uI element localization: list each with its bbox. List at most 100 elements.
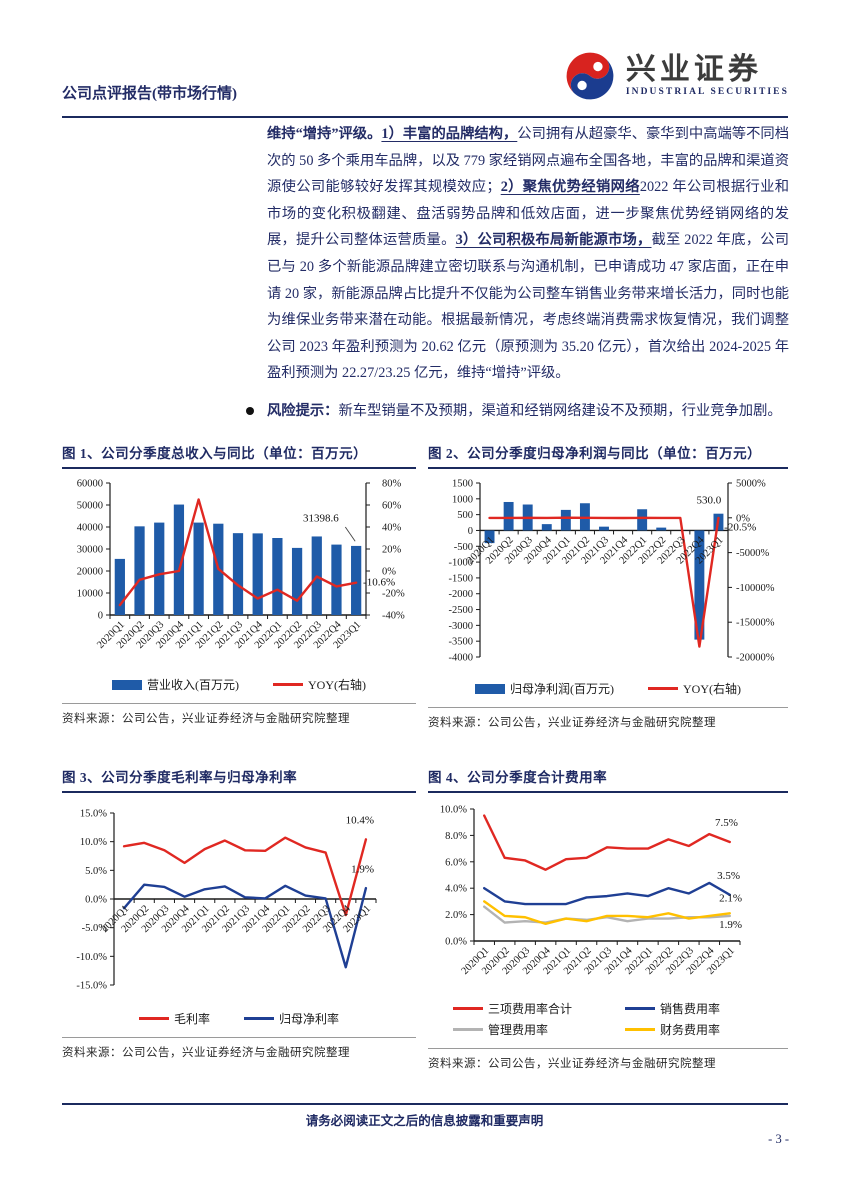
legend-swatch-icon	[453, 1028, 483, 1031]
svg-text:8.0%: 8.0%	[445, 831, 467, 842]
svg-text:0%: 0%	[382, 567, 396, 578]
text-segment: 2）聚焦优势经销网络	[500, 179, 640, 196]
svg-text:1500: 1500	[452, 479, 473, 490]
brand-name-cn: 兴业证券	[625, 53, 762, 86]
figure-3-legend: 毛利率 归母净利率	[62, 1010, 416, 1027]
svg-text:2.1%: 2.1%	[719, 892, 742, 904]
svg-text:5.0%: 5.0%	[85, 866, 107, 877]
svg-text:40%: 40%	[382, 523, 402, 534]
svg-text:2.0%: 2.0%	[445, 910, 467, 921]
legend-swatch-icon	[625, 1028, 655, 1031]
svg-text:60000: 60000	[77, 479, 103, 490]
svg-text:0.0%: 0.0%	[445, 937, 467, 948]
legend-swatch-icon	[453, 1007, 483, 1010]
svg-text:10000: 10000	[77, 589, 103, 600]
risk-warning-paragraph: 风险提示：新车型销量不及预期，渠道和经销网络建设不及预期，行业竞争加剧。	[267, 398, 782, 425]
svg-text:-20%: -20%	[382, 589, 405, 600]
figure-2: 图 2、公司分季度归母净利润与同比（单位：百万元） 1500 1000 500 0 -5…	[428, 442, 788, 730]
text-segment: 新车型销量不及预期，渠道和经销网络建设不及预期，行业竞争加剧。	[338, 402, 782, 419]
svg-text:-20.5%: -20.5%	[724, 521, 756, 533]
title-rule	[428, 467, 788, 469]
figure-3-title: 图 3、公司分季度毛利率与归母净利率	[62, 770, 298, 785]
text-segment: 3）公司积极布局新能源市场，	[455, 232, 652, 249]
footer-divider	[62, 1103, 788, 1105]
brand-name-en: INDUSTRIAL SECURITIES	[625, 87, 789, 97]
svg-text:-2000: -2000	[449, 589, 474, 600]
svg-text:-3000: -3000	[449, 621, 474, 632]
svg-text:40000: 40000	[77, 523, 103, 534]
svg-text:-20000%: -20000%	[736, 653, 775, 664]
svg-text:-10000%: -10000%	[736, 583, 775, 594]
figure-1-source: 资料来源：公司公告，兴业证券经济与金融研究院整理	[62, 713, 350, 725]
legend-item: 管理费用率	[453, 1021, 591, 1038]
svg-text:0.0%: 0.0%	[85, 895, 107, 906]
legend-item: 销售费用率	[625, 1000, 763, 1017]
legend-swatch-icon	[648, 687, 678, 690]
legend-label: 管理费用率	[488, 1023, 549, 1037]
figure-2-chart: 1500 1000 500 0 -500 -1000 -1500 -2000 -2500 -300…	[449, 479, 775, 664]
svg-text:10.4%: 10.4%	[346, 814, 374, 826]
figure-4-chart: 10.0%8.0%6.0%4.0%2.0%0.0%2020Q12020Q2202…	[440, 805, 742, 978]
figure-1-chart: 60000 50000 40000 30000 20000 10000 0 80% 60% 40%…	[77, 479, 405, 652]
legend-item: 三项费用率合计	[453, 1000, 591, 1017]
svg-text:-2500: -2500	[449, 605, 474, 616]
footer-disclaimer: 请务必阅读正文之后的信息披露和重要声明	[305, 1114, 544, 1128]
legend-item: 财务费用率	[625, 1021, 763, 1038]
legend-swatch-icon	[244, 1017, 274, 1020]
report-type-label: 公司点评报告(带市场行情)	[62, 86, 237, 102]
title-rule	[62, 467, 416, 469]
figure-1: 图 1、公司分季度总收入与同比（单位：百万元） 60000 50000 40000 3…	[62, 442, 416, 730]
page-number: - 3 -	[768, 1132, 789, 1146]
legend-label: 归母净利率	[279, 1012, 340, 1026]
svg-text:0%: 0%	[736, 513, 750, 524]
source-rule	[428, 1048, 788, 1049]
figure-4-title: 图 4、公司分季度合计费用率	[428, 770, 608, 785]
legend-swatch-icon	[625, 1007, 655, 1010]
figure-2-title: 图 2、公司分季度归母净利润与同比（单位：百万元）	[428, 446, 762, 461]
svg-text:7.5%: 7.5%	[715, 817, 738, 829]
figure-4-legend: 三项费用率合计 销售费用率管理费用率 财务费用率	[428, 1000, 788, 1038]
svg-text:-10.6%: -10.6%	[363, 576, 395, 588]
svg-text:-5.0%: -5.0%	[82, 923, 108, 934]
svg-text:-15000%: -15000%	[736, 618, 775, 629]
source-rule	[62, 1037, 416, 1038]
text-segment: 2022 年公司根据行业和市场的变化积极翻建、盘活弱势品牌和低效店面，进一步聚焦…	[267, 179, 790, 249]
svg-text:-4000: -4000	[449, 653, 474, 664]
figure-2-legend: 归母净利润(百万元) YOY(右轴)	[428, 680, 788, 697]
svg-text:31398.6: 31398.6	[303, 513, 339, 525]
legend-item: 毛利率	[138, 1010, 210, 1027]
svg-text:530.0: 530.0	[697, 495, 722, 507]
svg-text:3.5%: 3.5%	[717, 870, 740, 882]
figure-4: 图 4、公司分季度合计费用率 10.0% 8.0% 6.0% 4.0% 2.0% 0.0%…	[428, 766, 788, 1071]
figures-grid: 图 1、公司分季度总收入与同比（单位：百万元） 60000 50000 40000 3…	[62, 442, 788, 1071]
legend-item: YOY(右轴)	[273, 676, 366, 693]
legend-item: 营业收入(百万元)	[112, 676, 239, 693]
legend-label: 归母净利润(百万元)	[510, 682, 614, 696]
text-segment: 1）丰富的品牌结构，	[381, 126, 518, 142]
svg-text:500: 500	[457, 510, 473, 521]
legend-swatch-icon	[273, 683, 303, 686]
legend-label: YOY(右轴)	[308, 678, 366, 692]
svg-text:15.0%: 15.0%	[80, 809, 107, 820]
legend-swatch-icon	[475, 683, 505, 694]
svg-text:1.9%: 1.9%	[719, 919, 742, 931]
legend-swatch-icon	[112, 679, 142, 690]
legend-item: YOY(右轴)	[648, 680, 741, 697]
figure-2-source: 资料来源：公司公告，兴业证券经济与金融研究院整理	[428, 717, 716, 729]
legend-item: 归母净利润(百万元)	[475, 680, 614, 697]
title-rule	[428, 791, 788, 793]
svg-text:4.0%: 4.0%	[445, 884, 467, 895]
legend-label: 毛利率	[173, 1012, 210, 1026]
svg-text:-3500: -3500	[449, 637, 474, 648]
legend-swatch-icon	[138, 1017, 169, 1020]
header-divider	[62, 116, 788, 118]
svg-text:6.0%: 6.0%	[445, 857, 467, 868]
legend-label: 财务费用率	[660, 1023, 721, 1037]
figure-1-title: 图 1、公司分季度总收入与同比（单位：百万元）	[62, 446, 368, 461]
svg-text:20000: 20000	[77, 567, 103, 578]
svg-text:-1000: -1000	[449, 558, 474, 569]
text-segment: 截至 2022 年底，公司已与 20 多个新能源品牌建立密切联系与沟通机制，已申…	[267, 232, 790, 382]
source-rule	[428, 707, 788, 708]
svg-text:-40%: -40%	[382, 611, 405, 622]
